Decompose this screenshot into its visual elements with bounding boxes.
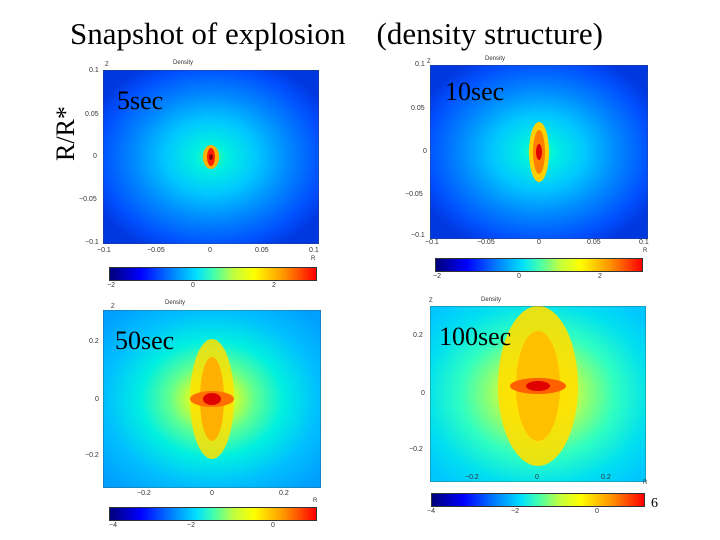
y-tick: −0.2 <box>85 452 99 459</box>
x-tick: 0.1 <box>309 247 319 254</box>
y-tick: −0.05 <box>79 196 97 203</box>
colorbar <box>435 258 643 272</box>
panel-50sec: Z Density 0.2 0 −0.2 −0.2 0 0.2 R −4 −2 … <box>85 300 325 540</box>
time-label: 50sec <box>115 326 175 355</box>
z-axis-label: Z <box>427 59 431 65</box>
x-tick: 0.2 <box>601 474 611 481</box>
y-tick: 0.2 <box>89 338 99 345</box>
z-axis-label: Z <box>429 298 433 304</box>
x-tick: 0.1 <box>639 239 649 246</box>
x-tick: 0.05 <box>255 247 269 254</box>
y-tick: −0.1 <box>85 239 99 246</box>
colorbar-tick: 2 <box>272 282 276 289</box>
time-label: 10sec <box>445 77 505 106</box>
colorbar-tick: −2 <box>107 282 115 289</box>
colorbar-tick: 0 <box>191 282 195 289</box>
colorbar-tick: −2 <box>187 522 195 529</box>
x-tick: 0 <box>535 474 539 481</box>
z-axis-label: Z <box>111 304 115 310</box>
z-axis-label: Z <box>105 62 109 68</box>
y-tick: −0.1 <box>411 232 425 239</box>
r-axis-label: R <box>643 248 648 254</box>
x-tick: −0.05 <box>147 247 165 254</box>
y-tick: 0 <box>95 396 99 403</box>
panel-100sec: Z Density 0.2 0 −0.2 −0.2 0 0.2 R −4 −2 … <box>405 296 655 526</box>
y-tick: 0.05 <box>411 105 425 112</box>
density-map <box>430 65 648 239</box>
x-tick: −0.2 <box>137 490 151 497</box>
plot-title: Density <box>485 56 506 62</box>
time-label: 5sec <box>117 86 164 115</box>
r-axis-label: R <box>313 498 318 504</box>
y-tick: 0 <box>93 153 97 160</box>
x-tick: 0 <box>537 239 541 246</box>
r-axis-label: R <box>311 256 316 262</box>
x-tick: 0 <box>210 490 214 497</box>
x-tick: −0.1 <box>97 247 111 254</box>
density-map <box>103 310 321 488</box>
y-tick: 0 <box>423 148 427 155</box>
panel-5sec: Z Density 0.1 0.05 0 −0.05 −0.1 −0.1 −0.… <box>79 58 325 298</box>
time-label: 100sec <box>439 322 512 351</box>
colorbar-tick: 0 <box>271 522 275 529</box>
colorbar-tick: 0 <box>517 273 521 280</box>
colorbar-tick: 0 <box>595 508 599 515</box>
y-tick: −0.05 <box>405 191 423 198</box>
density-map <box>430 306 646 482</box>
x-tick: −0.1 <box>425 239 439 246</box>
x-tick: −0.05 <box>477 239 495 246</box>
r-axis-label: R <box>643 480 648 486</box>
y-tick: 0 <box>421 390 425 397</box>
x-tick: −0.2 <box>465 474 479 481</box>
page-number: 6 <box>651 496 658 511</box>
y-axis-label: R/R* <box>51 106 80 161</box>
colorbar-tick: −4 <box>427 508 435 515</box>
x-tick: 0.05 <box>587 239 601 246</box>
y-tick: 0.1 <box>89 67 99 74</box>
colorbar <box>431 493 645 507</box>
plot-title: Density <box>481 297 502 303</box>
slide-title: Snapshot of explosion (density structure… <box>70 16 603 51</box>
density-map <box>103 70 319 244</box>
colorbar-tick: −2 <box>433 273 441 280</box>
colorbar-tick: 2 <box>598 273 602 280</box>
colorbar <box>109 267 317 281</box>
y-tick: 0.05 <box>85 111 99 118</box>
panel-10sec: Z Density 0.1 0.05 0 −0.05 −0.1 −0.1 −0.… <box>405 55 655 295</box>
y-tick: 0.1 <box>415 61 425 68</box>
colorbar-tick: −2 <box>511 508 519 515</box>
plot-title: Density <box>165 300 186 306</box>
y-tick: 0.2 <box>413 332 423 339</box>
x-tick: 0 <box>208 247 212 254</box>
x-tick: 0.2 <box>279 490 289 497</box>
plot-title: Density <box>173 60 194 66</box>
colorbar <box>109 507 317 521</box>
y-tick: −0.2 <box>409 446 423 453</box>
colorbar-tick: −4 <box>109 522 117 529</box>
